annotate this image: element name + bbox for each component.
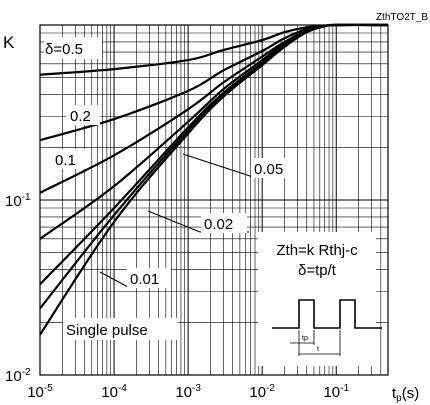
x-axis-ticks: 10-5 10-4 10-3 10-2 10-1 (27, 383, 349, 401)
label-d002: 0.02 (204, 216, 233, 233)
label-d005: 0.05 (254, 161, 283, 178)
pulse-t-label: t (317, 346, 319, 353)
y-axis-label: K (3, 33, 15, 52)
label-d01: 0.1 (55, 152, 76, 169)
y-tick-label: 10-2 (5, 367, 31, 385)
pulse-waveform (272, 299, 382, 329)
formula-zth: Zth=k Rthj-c (276, 242, 358, 259)
label-single-pulse: Single pulse (66, 322, 148, 339)
label-d02: 0.2 (70, 108, 91, 125)
x-axis-label: tp(s) (392, 385, 419, 404)
label-d001: 0.01 (130, 271, 159, 288)
pulse-tp-label: tp (302, 335, 308, 342)
chart-code-label: ZthTO2T_B (376, 12, 428, 23)
formula-delta: δ=tp/t (298, 262, 337, 279)
series-labels: δ=0.5 0.2 0.1 0.05 0.02 0.01 Single puls… (44, 37, 293, 340)
x-tick-label: 10-4 (101, 383, 127, 401)
x-tick-label: 10-2 (249, 383, 275, 401)
x-tick-label: 10-3 (175, 383, 201, 401)
x-tick-label: 10-5 (27, 383, 53, 401)
x-tick-label: 10-1 (323, 383, 349, 401)
formula-inset: Zth=k Rthj-c δ=tp/t tp t (258, 232, 382, 366)
label-d05: δ=0.5 (45, 41, 83, 58)
plot-frame (39, 24, 389, 376)
y-tick-label: 10-1 (5, 192, 31, 210)
y-axis-ticks: 10-2 10-1 (5, 192, 31, 385)
